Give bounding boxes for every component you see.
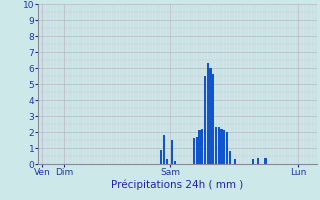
Bar (204, 76, 206, 164)
Bar (207, 63, 209, 164)
Bar (165, 159, 168, 164)
Bar (220, 129, 223, 164)
Bar (229, 151, 231, 164)
Bar (212, 74, 214, 164)
Bar (174, 161, 176, 164)
Bar (198, 130, 201, 164)
Bar (171, 140, 173, 164)
Bar (218, 127, 220, 164)
Bar (201, 129, 204, 164)
Bar (252, 159, 254, 164)
Bar (215, 127, 217, 164)
Bar (257, 158, 259, 164)
Bar (163, 135, 165, 164)
Bar (223, 130, 225, 164)
X-axis label: Précipitations 24h ( mm ): Précipitations 24h ( mm ) (111, 180, 244, 190)
Bar (226, 132, 228, 164)
Bar (196, 137, 198, 164)
Bar (234, 159, 236, 164)
Bar (160, 150, 162, 164)
Bar (193, 138, 195, 164)
Bar (264, 158, 267, 164)
Bar (210, 68, 212, 164)
